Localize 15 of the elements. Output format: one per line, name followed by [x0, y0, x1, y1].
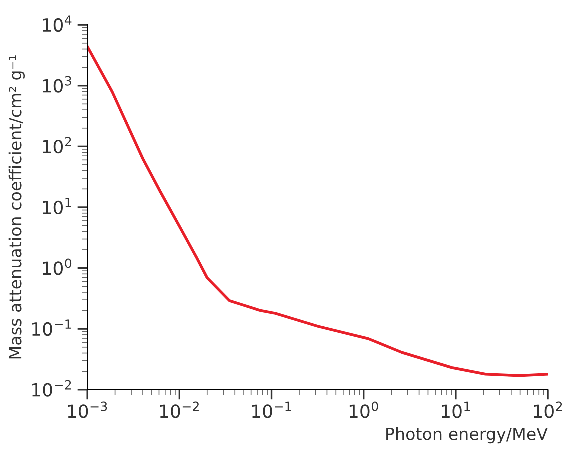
y-tick-label: 10$^{4}$: [43, 16, 72, 32]
x-tick-label: 10$^{−3}$: [68, 402, 108, 418]
y-tick-label: 10$^{2}$: [43, 137, 72, 154]
x-tick-label: 10$^{1}$: [442, 402, 470, 418]
y-tick-label: 10$^{1}$: [43, 198, 72, 214]
x-tick-label: 10$^{−2}$: [160, 402, 199, 418]
x-tick-label: 10$^{0}$: [350, 402, 378, 418]
y-tick-label: 10$^{3}$: [43, 76, 72, 93]
y-tick-label: 10$^{0}$: [43, 258, 72, 276]
y-axis-title: Mass attenuation coefficient/cm² g⁻¹: [8, 56, 26, 359]
x-tick-label: 10$^{−1}$: [252, 402, 292, 418]
x-tick-label: 10$^{2}$: [534, 402, 562, 418]
y-tick-label: 10$^{−2}$: [32, 380, 72, 397]
y-tick-label: 10$^{−1}$: [32, 320, 72, 336]
x-axis-title: Photon energy/MeV: [386, 427, 548, 444]
